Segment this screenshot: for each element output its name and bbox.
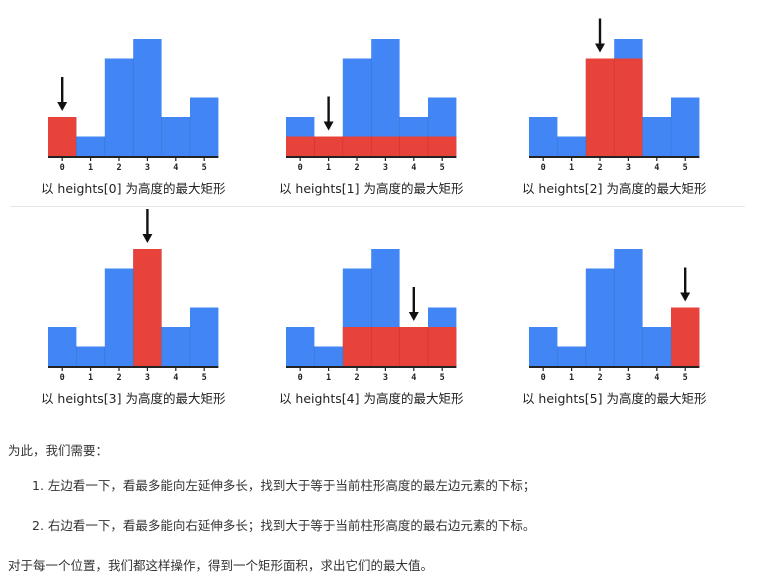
x-tick-label-4: 4 [411, 373, 416, 383]
x-tick-label-5: 5 [202, 373, 207, 383]
panel-caption: 以 heights[5] 为高度的最大矩形 [522, 391, 707, 406]
x-tick-label-2: 2 [354, 373, 359, 383]
x-tick-label-4: 4 [411, 163, 416, 173]
x-tick-label-0: 0 [541, 373, 546, 383]
bar-4 [161, 117, 190, 156]
x-tick-label-1: 1 [326, 163, 331, 173]
x-tick-label-1: 1 [326, 373, 331, 383]
bar-5 [190, 97, 219, 156]
bar-2 [585, 268, 615, 366]
histogram-panel-1: 0 1 2 3 4 5 以 heights[1] 为高度的最大矩形 [279, 39, 464, 196]
arrow-down-icon [595, 43, 605, 53]
arrow-down-icon [408, 312, 419, 321]
x-tick-label-3: 3 [383, 373, 388, 383]
max-rectangle-highlight [133, 249, 162, 366]
bar-4 [642, 327, 671, 366]
x-tick-label-5: 5 [440, 373, 445, 383]
bar-1 [76, 136, 105, 156]
bar-0 [286, 327, 315, 366]
bar-3 [133, 39, 162, 156]
x-tick-label-5: 5 [683, 373, 688, 383]
max-rectangle-highlight [48, 117, 77, 156]
x-tick-label-3: 3 [626, 163, 631, 173]
arrow-down-icon [142, 234, 153, 243]
x-tick-label-4: 4 [654, 373, 659, 383]
x-tick-label-0: 0 [298, 163, 303, 173]
panel-caption: 以 heights[2] 为高度的最大矩形 [522, 181, 707, 196]
histogram-panel-0: 0 1 2 3 4 5 以 heights[0] 为高度的最大矩形 [41, 39, 226, 196]
x-tick-label-0: 0 [60, 163, 65, 173]
bar-1 [76, 346, 105, 366]
panel-caption: 以 heights[0] 为高度的最大矩形 [41, 181, 226, 196]
explanation-text: 为此，我们需要： 1. 左边看一下，看最多能向左延伸多长，找到大于等于当前柱形高… [8, 436, 748, 576]
x-tick-label-2: 2 [116, 373, 121, 383]
x-tick-label-2: 2 [597, 163, 602, 173]
x-tick-label-1: 1 [569, 163, 574, 173]
x-tick-label-5: 5 [202, 163, 207, 173]
x-tick-label-2: 2 [116, 163, 121, 173]
bar-5 [190, 307, 219, 366]
arrow-down-icon [323, 121, 334, 131]
bar-2 [104, 268, 134, 366]
x-tick-label-3: 3 [145, 163, 150, 173]
max-rectangle-highlight [671, 307, 700, 366]
x-tick-label-5: 5 [683, 163, 688, 173]
bar-5 [671, 97, 700, 156]
histogram-panel-3: 0 1 2 3 4 5 以 heights[3] 为高度的最大矩形 [41, 209, 226, 406]
x-tick-label-4: 4 [173, 163, 178, 173]
panel-caption: 以 heights[3] 为高度的最大矩形 [41, 391, 226, 406]
bar-0 [48, 327, 77, 366]
x-tick-label-1: 1 [88, 373, 93, 383]
x-tick-label-0: 0 [60, 373, 65, 383]
x-tick-label-3: 3 [145, 373, 150, 383]
x-tick-label-3: 3 [383, 163, 388, 173]
bar-2 [104, 58, 134, 156]
histogram-panel-5: 0 1 2 3 4 5 以 heights[5] 为高度的最大矩形 [522, 249, 707, 406]
step-left: 1. 左边看一下，看最多能向左延伸多长，找到大于等于当前柱形高度的最左边元素的下… [32, 478, 536, 493]
bar-4 [161, 327, 190, 366]
bar-0 [529, 117, 558, 156]
x-tick-label-1: 1 [88, 163, 93, 173]
histogram-figures: 0 1 2 3 4 5 以 heights[0] 为高度的最大矩形 0 1 2 3 4 5 以 heigh… [41, 18, 707, 406]
step-right: 2. 右边看一下，看最多能向右延伸多长；找到大于等于当前柱形高度的最右边元素的下… [32, 518, 536, 533]
x-tick-label-2: 2 [597, 373, 602, 383]
x-tick-label-4: 4 [654, 163, 659, 173]
bar-4 [642, 117, 671, 156]
bar-1 [314, 346, 343, 366]
intro-text: 为此，我们需要： [8, 443, 109, 458]
x-tick-label-3: 3 [626, 373, 631, 383]
bar-1 [557, 136, 586, 156]
x-tick-label-0: 0 [298, 373, 303, 383]
arrow-down-icon [680, 292, 691, 302]
x-tick-label-4: 4 [173, 373, 178, 383]
x-tick-label-1: 1 [569, 373, 574, 383]
x-tick-label-2: 2 [354, 163, 359, 173]
panel-caption: 以 heights[1] 为高度的最大矩形 [279, 181, 464, 196]
row-divider [10, 206, 745, 207]
x-tick-label-0: 0 [541, 163, 546, 173]
bar-0 [529, 327, 558, 366]
arrow-down-icon [57, 102, 68, 111]
bar-3 [614, 249, 643, 366]
x-tick-label-5: 5 [440, 163, 445, 173]
histogram-panel-4: 0 1 2 3 4 5 以 heights[4] 为高度的最大矩形 [279, 249, 464, 406]
histogram-panel-2: 0 1 2 3 4 5 以 heights[2] 为高度的最大矩形 [522, 18, 707, 196]
bar-1 [557, 346, 586, 366]
panel-caption: 以 heights[4] 为高度的最大矩形 [279, 391, 464, 406]
conclusion-text: 对于每一个位置，我们都这样操作，得到一个矩形面积，求出它们的最大值。 [8, 558, 434, 573]
